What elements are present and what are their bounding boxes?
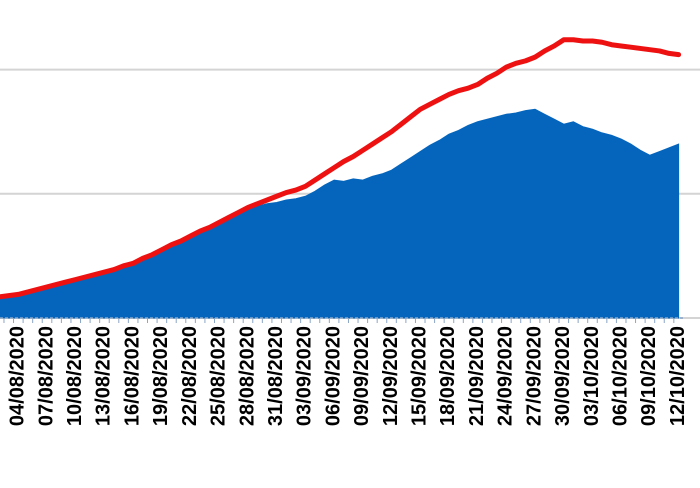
x-tick-label: 21/09/2020	[466, 326, 488, 426]
x-tick-label: 03/09/2020	[294, 326, 316, 426]
x-tick-label: 09/10/2020	[638, 326, 660, 426]
x-tick-label: 18/09/2020	[437, 326, 459, 426]
x-tick-label: 31/08/2020	[265, 326, 287, 426]
x-tick-label: 12/10/2020	[667, 326, 689, 426]
x-tick-label: 27/09/2020	[523, 326, 545, 426]
x-tick-label: 07/08/2020	[35, 326, 57, 426]
x-tick-label: 28/08/2020	[236, 326, 258, 426]
x-tick-label: 09/09/2020	[351, 326, 373, 426]
x-tick-label: 13/08/2020	[93, 326, 115, 426]
x-tick-label: 06/09/2020	[322, 326, 344, 426]
area	[0, 108, 680, 319]
x-tick-label: 06/10/2020	[609, 326, 631, 426]
x-tick-label: 25/08/2020	[208, 326, 230, 426]
line	[0, 37, 682, 300]
x-tick-label: 03/10/2020	[581, 326, 603, 426]
x-tick-label: 16/08/2020	[121, 326, 143, 426]
x-tick-label: 15/09/2020	[409, 326, 431, 426]
x-tick-label: 04/08/2020	[7, 326, 29, 426]
x-tick-label: 30/09/2020	[552, 326, 574, 426]
x-tick-label: 22/08/2020	[179, 326, 201, 426]
x-tick-label: 24/09/2020	[495, 326, 517, 426]
x-tick-label: 19/08/2020	[150, 326, 172, 426]
x-tick-label: 12/09/2020	[380, 326, 402, 426]
x-tick-label: 10/08/2020	[64, 326, 86, 426]
